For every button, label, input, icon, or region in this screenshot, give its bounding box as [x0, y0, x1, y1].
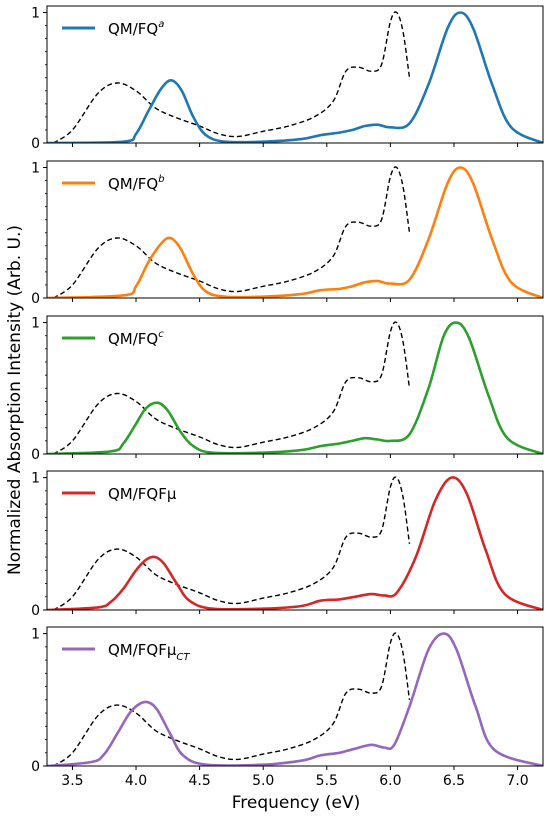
y-tick-label: 1	[31, 316, 40, 332]
axes-frame	[46, 626, 544, 767]
y-tick-label: 0	[31, 447, 40, 463]
axes-frame	[46, 315, 544, 455]
x-tick-label: 5.0	[252, 773, 274, 789]
x-tick-label: 4.0	[125, 773, 147, 789]
panels-group: 0 1 QM/FQa 0 1 QM/FQb 0 1 QM/FQc 0 1 QM/FQFμ 3.5 4.0 4…	[31, 5, 544, 789]
computed-spectrum-line	[47, 11, 543, 143]
legend-label: QM/FQc	[108, 329, 164, 348]
reference-dashed-line	[52, 11, 411, 143]
computed-spectrum-line	[47, 632, 543, 766]
series-group	[47, 321, 543, 454]
y-tick-label: 1	[31, 471, 40, 487]
x-tick-label: 5.5	[316, 773, 338, 789]
legend-label: QM/FQFμ	[108, 485, 177, 503]
y-tick-label: 1	[31, 6, 40, 22]
series-group	[47, 476, 543, 610]
series-group	[47, 632, 543, 766]
legend-label: QM/FQa	[108, 19, 164, 38]
y-axis-label: Normalized Absorption Intensity (Arb. U.…	[5, 225, 25, 575]
y-tick-label: 0	[31, 136, 40, 152]
axes-frame	[46, 5, 544, 144]
y-tick-label: 1	[31, 161, 40, 177]
x-tick-label: 7.0	[506, 773, 528, 789]
reference-dashed-line	[52, 166, 411, 298]
y-tick-label: 0	[31, 603, 40, 619]
computed-spectrum-line	[47, 166, 543, 298]
panel-1: 0 1 QM/FQa	[31, 5, 544, 152]
computed-spectrum-line	[47, 476, 543, 610]
y-tick-label: 0	[31, 759, 40, 775]
computed-spectrum-line	[47, 321, 543, 454]
x-axis-label: Frequency (eV)	[232, 793, 361, 813]
y-tick-label: 0	[31, 291, 40, 307]
reference-dashed-line	[52, 321, 411, 454]
panel-3: 0 1 QM/FQc	[31, 315, 544, 463]
panel-4: 0 1 QM/FQFμ	[31, 470, 544, 619]
x-tick-label: 4.5	[188, 773, 210, 789]
legend-label: QM/FQFμCT	[108, 641, 190, 663]
axes-frame	[46, 470, 544, 611]
series-group	[47, 166, 543, 298]
y-tick-label: 1	[31, 627, 40, 643]
legend-label: QM/FQb	[108, 174, 165, 193]
panel-5: 3.5 4.0 4.5 5.0 5.5 6.0 6.5 7.0 0 1 QM/FQFμCT	[31, 626, 544, 789]
x-tick-label: 6.0	[379, 773, 401, 789]
x-tick-label: 3.5	[61, 773, 83, 789]
series-group	[47, 11, 543, 143]
reference-dashed-line	[52, 632, 411, 766]
panel-2: 0 1 QM/FQb	[31, 160, 544, 307]
axes-frame	[46, 160, 544, 299]
reference-dashed-line	[52, 476, 411, 610]
x-tick-label: 6.5	[443, 773, 465, 789]
